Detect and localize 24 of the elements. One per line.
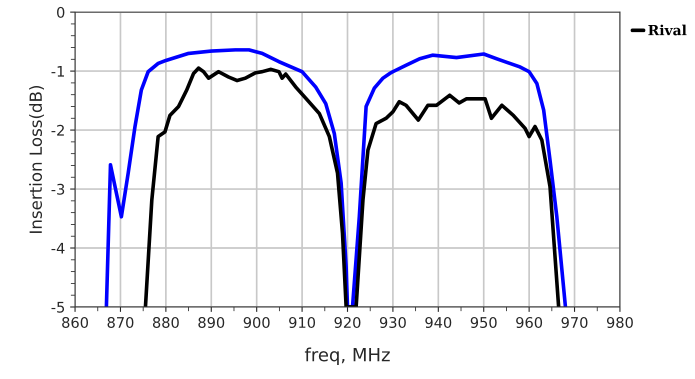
y-tick-label: -2 — [52, 124, 64, 136]
x-tick-label: 930 — [380, 316, 406, 328]
x-tick-label: 980 — [606, 316, 633, 328]
y-tick-label: 0 — [57, 6, 64, 18]
y-tick-label: -5 — [52, 302, 64, 313]
x-tick-label: 870 — [108, 316, 134, 328]
line-series — [104, 48, 568, 307]
legend-label: Rival — [648, 24, 687, 36]
y-tick-label: -3 — [52, 184, 64, 195]
x-tick-label: 890 — [198, 316, 224, 328]
line-series — [144, 66, 560, 307]
y-tick-label: -4 — [52, 242, 65, 254]
x-tick-label: 920 — [334, 316, 360, 328]
x-tick-label: 970 — [562, 316, 588, 328]
x-tick-label: 950 — [470, 316, 497, 328]
x-tick-label: 910 — [289, 316, 316, 328]
x-tick-label: 860 — [62, 316, 88, 328]
y-tick-label: -1 — [52, 66, 64, 77]
x-axis-title: freq, MHz — [304, 347, 390, 365]
y-axis-title: Insertion Loss(dB) — [29, 86, 44, 233]
x-tick-label: 940 — [425, 316, 452, 328]
x-tick-label: 880 — [152, 316, 179, 328]
x-tick-label: 960 — [516, 316, 542, 328]
x-tick-label: 900 — [244, 316, 270, 328]
